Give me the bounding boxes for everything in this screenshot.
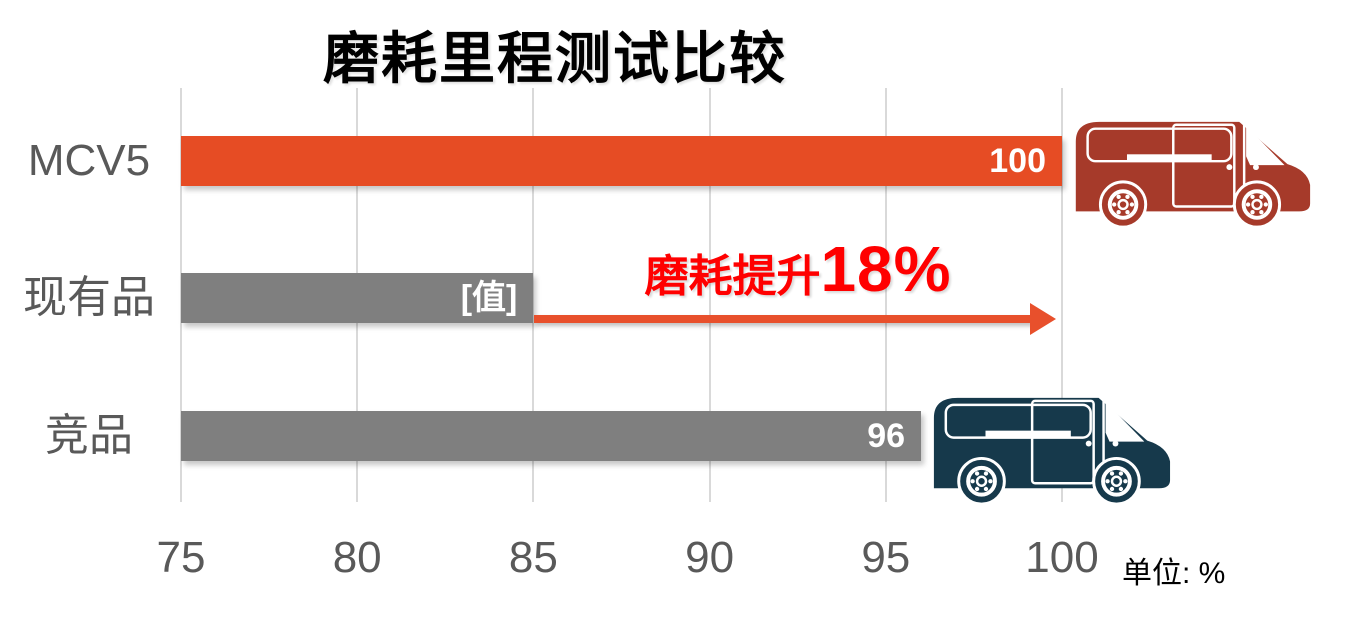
annotation-text: 磨耗提升 18% xyxy=(534,232,1062,306)
x-tick-label: 100 xyxy=(1025,533,1099,582)
bar-value-label: [值] xyxy=(460,279,518,317)
gridline xyxy=(532,88,535,502)
delivery-van-icon xyxy=(1062,110,1318,229)
x-tick-label: 90 xyxy=(685,533,735,582)
improvement-arrow-head xyxy=(1030,303,1056,335)
chart-title: 磨耗里程测试比较 xyxy=(323,27,787,90)
gridline xyxy=(884,88,887,502)
unit-label: 单位: % xyxy=(1122,557,1226,590)
bar-value-label: 96 xyxy=(867,417,906,455)
annotation-value: 18% xyxy=(820,233,952,305)
bar-mcv5: 100 xyxy=(181,136,1062,186)
x-tick-label: 75 xyxy=(156,533,206,582)
bar-value-label: 100 xyxy=(989,142,1046,180)
category-label-competitor: 竞品 xyxy=(45,411,133,460)
annotation-prefix: 磨耗提升 xyxy=(644,252,821,301)
x-tick-label: 80 xyxy=(332,533,382,582)
category-label-mcv5: MCV5 xyxy=(27,136,151,185)
bar-existing-product: [值] xyxy=(181,273,534,323)
x-tick-label: 85 xyxy=(508,533,558,582)
gridline xyxy=(1061,88,1063,502)
x-tick-label: 95 xyxy=(861,533,911,582)
gridline xyxy=(708,88,711,502)
delivery-van-icon xyxy=(920,386,1178,506)
category-label-existing-product: 现有品 xyxy=(23,273,155,322)
bar-competitor: 96 xyxy=(181,411,922,461)
improvement-arrow-line xyxy=(534,315,1032,323)
